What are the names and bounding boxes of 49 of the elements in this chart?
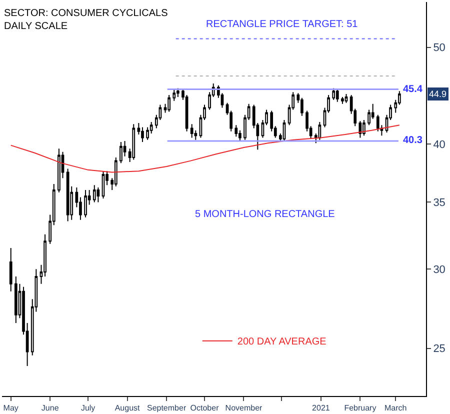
candlestick [9,247,12,292]
candlestick [120,142,122,164]
candlestick [132,124,136,160]
x-tick-label: February [344,404,376,413]
candlestick [176,88,180,98]
candlestick [58,148,60,193]
candlestick [114,156,118,187]
x-tick-label: May [3,404,18,413]
text: SECTOR: CONSUMER CYCLICALS [4,8,168,19]
candlestick [66,168,70,222]
ref-line-label: 40.3 [403,135,423,146]
y-tick-label: 25 [433,343,446,356]
candlestick [282,119,286,142]
y-tick-label: 35 [433,197,446,210]
text: 44.9 [429,89,447,99]
candlestick [341,96,344,104]
candlestick [92,184,96,203]
candlestick [96,187,100,203]
candlestick [141,126,144,143]
candlestick [190,124,194,138]
x-tick-label: October [190,404,220,413]
x-tick-label: March [384,404,407,413]
y-tick-label: 50 [433,42,446,54]
candlestick [344,94,348,104]
candlestick [168,94,170,112]
x-tick-label: June [41,404,60,413]
candlestick [362,119,366,136]
legend-label: 200 DAY AVERAGE [237,336,327,348]
candlestick [336,88,339,102]
x-tick-label: August [114,404,141,413]
candlestick [300,97,304,116]
ref-line-label: 45.4 [403,84,423,95]
x-tick-label: 2021 [312,404,330,413]
y-tick-label: 30 [433,264,446,276]
candlestick [234,124,238,138]
y-tick-label: 40 [433,139,446,152]
annotation: 5 MONTH-LONG RECTANGLE [195,209,336,220]
x-tick-label: September [146,404,186,413]
ref-line-label: RECTANGLE PRICE TARGET: 51 [206,19,358,30]
candlestick [84,189,87,218]
x-tick-label: November [225,404,263,413]
line-series [10,124,400,173]
x-tick-label: July [80,404,96,413]
candlestick [172,88,176,102]
candlestick [376,114,380,132]
candlestick [332,88,336,100]
text: DAILY SCALE [4,21,68,32]
candlestick [14,276,18,324]
candlestick [102,170,105,199]
